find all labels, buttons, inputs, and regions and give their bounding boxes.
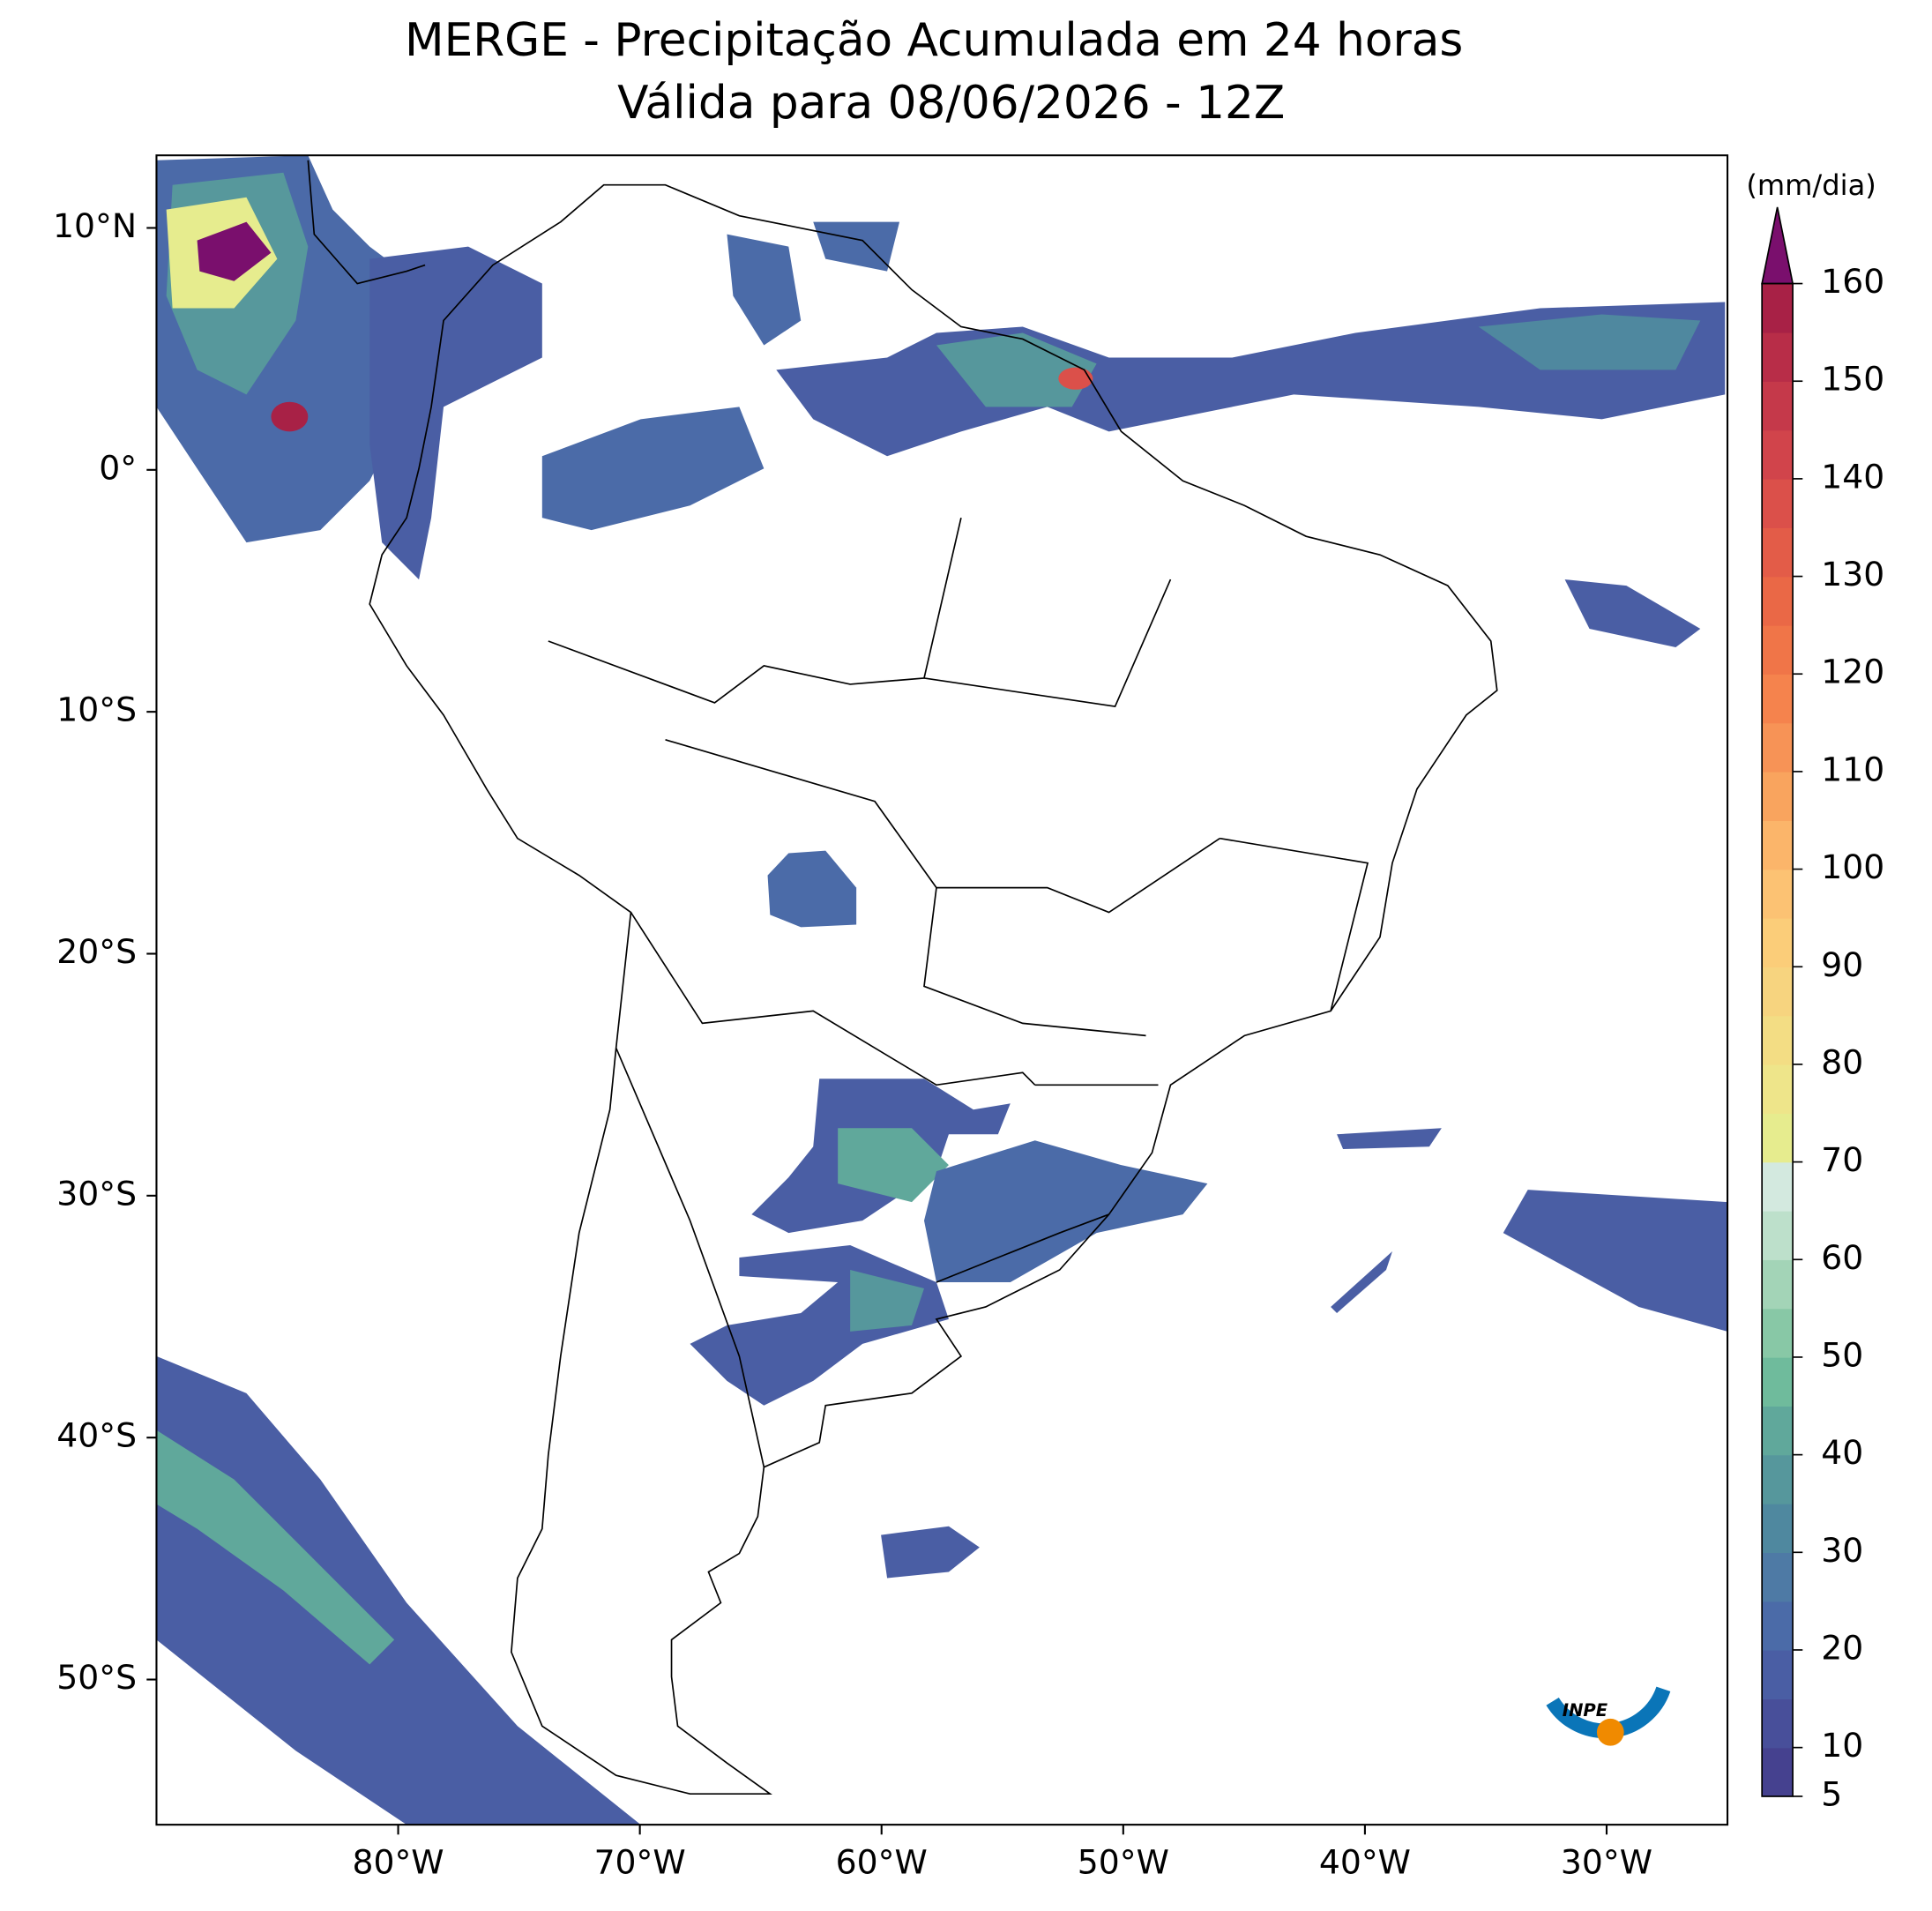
y-tick-label: 10°N — [53, 206, 137, 245]
colorbar-segment — [1762, 1064, 1794, 1114]
rain-area — [1331, 1251, 1392, 1313]
x-tick-label: 60°W — [836, 1842, 928, 1881]
rain-area — [369, 246, 542, 580]
x-tick-label: 70°W — [594, 1842, 686, 1881]
colorbar-tick-label: 20 — [1821, 1628, 1863, 1667]
rain-area — [1058, 367, 1093, 390]
colorbar-extend — [1761, 206, 1794, 285]
colorbar-segment — [1762, 917, 1794, 967]
colorbar-tick-label: 110 — [1821, 750, 1884, 788]
logo: INPE — [1546, 1686, 1671, 1746]
colorbar-segment — [1762, 332, 1794, 382]
y-tick-label: 20°S — [56, 932, 137, 971]
colorbar-tick-label: 40 — [1821, 1433, 1863, 1472]
logo-text: INPE — [1563, 1700, 1608, 1721]
rain-area — [838, 1128, 949, 1203]
x-tick-label: 50°W — [1078, 1842, 1169, 1881]
rain-area — [850, 1270, 924, 1332]
colorbar-segment — [1762, 722, 1794, 773]
y-tick-label: 0° — [99, 448, 137, 487]
map-frame — [155, 154, 1729, 1826]
central-america — [307, 160, 426, 285]
x-tick-label: 30°W — [1561, 1842, 1652, 1881]
colorbar-tick-label: 120 — [1821, 653, 1884, 691]
colorbar-segment — [1762, 1259, 1794, 1310]
logo-dot — [1596, 1718, 1624, 1746]
rain-area — [271, 401, 309, 432]
colorbar-tick-label: 160 — [1821, 262, 1884, 301]
rain-area — [541, 407, 765, 531]
colorbar-segment — [1762, 1698, 1794, 1749]
colorbar-segment — [1762, 381, 1794, 431]
continent-outline — [369, 183, 1498, 1795]
colorbar-tick-label: 30 — [1821, 1531, 1863, 1570]
y-tick-label: 30°S — [56, 1174, 137, 1213]
rain-area — [1478, 314, 1701, 370]
colorbar-tick-label: 150 — [1821, 360, 1884, 399]
colorbar-segment — [1762, 1113, 1794, 1163]
rain-area — [727, 234, 802, 346]
borders — [548, 517, 1369, 1467]
colorbar-segment — [1762, 478, 1794, 528]
colorbar-segment — [1762, 967, 1794, 1017]
colorbar-tick-label: 60 — [1821, 1238, 1863, 1277]
colorbar-segment — [1762, 820, 1794, 870]
y-tick-label: 40°S — [56, 1416, 137, 1455]
colorbar-tick-label: 100 — [1821, 847, 1884, 886]
colorbar-segment — [1762, 576, 1794, 626]
colorbar-segment — [1762, 1015, 1794, 1065]
colorbar-segment — [1762, 869, 1794, 919]
colorbar-segment — [1762, 674, 1794, 724]
colorbar-segment — [1762, 1161, 1794, 1212]
colorbar-segment — [1762, 1454, 1794, 1504]
rain-area — [767, 850, 857, 928]
y-tick-label: 50°S — [56, 1658, 137, 1697]
colorbar-frame — [1761, 282, 1794, 1797]
rain-area — [881, 1526, 980, 1579]
colorbar-segment — [1762, 283, 1794, 333]
colorbar-segment — [1762, 771, 1794, 821]
colorbar-segment — [1762, 1356, 1794, 1407]
colorbar-segment — [1762, 1601, 1794, 1651]
colorbar-segment — [1762, 1210, 1794, 1260]
colorbar-segment — [1762, 1649, 1794, 1700]
rain-area — [1564, 579, 1701, 647]
x-tick-label: 40°W — [1319, 1842, 1411, 1881]
coastline — [307, 160, 1498, 1795]
rain-area — [197, 221, 272, 281]
colorbar-tick-label: 80 — [1821, 1042, 1863, 1081]
colorbar-segment — [1762, 1406, 1794, 1456]
colorbar-tick-label: 50 — [1821, 1335, 1863, 1374]
colorbar-tick-label: 130 — [1821, 555, 1884, 593]
colorbar-segment — [1762, 527, 1794, 578]
precipitation — [156, 155, 1728, 1825]
subtitle: Válida para 08/06/2026 - 12Z — [617, 77, 1285, 130]
rain-area — [156, 1430, 395, 1665]
rain-area — [1503, 1190, 1728, 1332]
colorbar-segment — [1762, 1308, 1794, 1358]
rain-area — [156, 1355, 641, 1825]
x-tick-label: 80°W — [352, 1842, 444, 1881]
colorbar-tick-label: 5 — [1821, 1774, 1842, 1813]
colorbar-segment — [1762, 624, 1794, 675]
title: MERGE - Precipitação Acumulada em 24 hor… — [405, 14, 1463, 67]
colorbar-segment — [1762, 429, 1794, 480]
colorbar-segment — [1762, 1552, 1794, 1602]
colorbar-tick-label: 10 — [1821, 1726, 1863, 1765]
rain-area — [1337, 1128, 1442, 1149]
colorbar-tick-label: 70 — [1821, 1140, 1863, 1179]
y-tick-label: 10°S — [56, 690, 137, 729]
colorbar-label: (mm/dia) — [1746, 168, 1876, 202]
colorbar-tick-label: 90 — [1821, 945, 1863, 984]
colorbar-segment — [1762, 1747, 1794, 1797]
rain-area — [936, 332, 1097, 407]
colorbar-segment — [1762, 1503, 1794, 1553]
rain-area — [923, 1140, 1208, 1282]
colorbar-tick-label: 140 — [1821, 457, 1884, 496]
